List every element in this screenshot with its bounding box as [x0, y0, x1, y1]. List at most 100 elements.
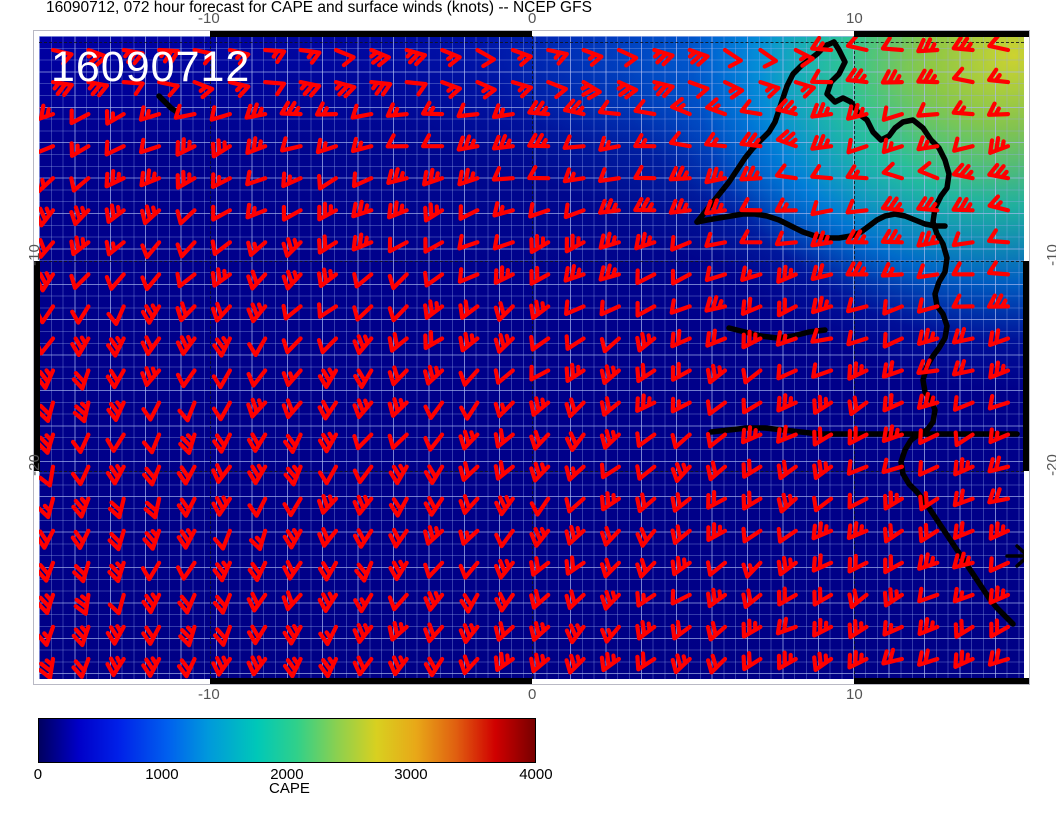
- graticule-lon-m10: [210, 36, 211, 679]
- wind-barb: [881, 105, 904, 122]
- wind-barb: [812, 394, 834, 415]
- wind-barb: [917, 161, 940, 181]
- wind-barb: [741, 588, 763, 609]
- wind-barb: [318, 624, 339, 647]
- wind-barb: [793, 47, 815, 68]
- axis-tick-bottom-0: 0: [528, 686, 537, 703]
- wind-barb: [776, 424, 798, 444]
- wind-barb: [704, 265, 728, 283]
- wind-barb: [668, 198, 692, 215]
- wind-barb: [317, 234, 339, 255]
- wind-barb: [951, 359, 975, 377]
- wind-barb: [39, 560, 56, 583]
- wind-barb: [107, 528, 126, 552]
- colorbar-label: CAPE: [269, 780, 310, 797]
- wind-barb: [493, 621, 515, 642]
- wind-barb: [635, 620, 657, 641]
- wind-barb: [882, 620, 904, 637]
- wind-barb: [881, 360, 904, 379]
- wind-barb: [741, 490, 763, 511]
- wind-barb: [600, 624, 621, 644]
- wind-barb: [776, 555, 798, 577]
- wind-barb: [987, 394, 1011, 411]
- wind-barb: [423, 591, 445, 612]
- wind-barb: [847, 395, 869, 416]
- wind-barb: [71, 624, 91, 648]
- wind-barb: [529, 265, 551, 286]
- wind-barb: [281, 590, 303, 612]
- wind-barb: [227, 80, 251, 98]
- wind-barb: [404, 47, 428, 67]
- wind-barb: [211, 368, 232, 390]
- wind-barb: [741, 329, 763, 350]
- wind-barb: [282, 656, 303, 679]
- wind-barb: [350, 103, 374, 120]
- wind-barb: [246, 302, 268, 324]
- wind-barb: [458, 368, 480, 387]
- wind-barb: [352, 272, 374, 289]
- wind-barb: [705, 620, 728, 642]
- wind-barb: [457, 167, 480, 187]
- wind-barb: [599, 336, 621, 354]
- wind-barb: [106, 304, 126, 326]
- wind-barb: [491, 166, 515, 182]
- wind-barb: [192, 80, 215, 100]
- wind-barb: [246, 591, 268, 613]
- wind-barb: [177, 592, 197, 615]
- wind-barb: [140, 335, 162, 356]
- wind-barb: [706, 490, 728, 510]
- wind-barb: [706, 653, 728, 675]
- wind-barb: [457, 233, 480, 251]
- wind-barb: [882, 331, 904, 349]
- wind-barb: [314, 101, 339, 117]
- wind-barb: [388, 496, 409, 518]
- wind-barb: [423, 496, 445, 517]
- wind-barb: [563, 264, 586, 283]
- wind-barb: [880, 262, 904, 278]
- wind-barb: [281, 398, 303, 420]
- wind-barb: [86, 80, 110, 98]
- wind-barb: [491, 133, 515, 151]
- wind-barb: [988, 585, 1011, 605]
- wind-barb: [918, 522, 940, 544]
- wind-barb: [635, 492, 657, 514]
- wind-barb: [845, 261, 869, 277]
- wind-barb: [917, 586, 940, 604]
- wind-barb: [458, 654, 480, 676]
- wind-barb: [740, 296, 763, 316]
- wind-barb: [139, 168, 162, 188]
- wind-barb: [423, 560, 445, 579]
- wind-barb: [282, 496, 303, 518]
- wind-barb: [705, 399, 728, 416]
- wind-barb: [564, 233, 586, 254]
- wind-barb: [388, 527, 409, 549]
- wind-barb: [739, 229, 763, 245]
- wind-barb: [70, 528, 91, 550]
- wind-barb: [846, 459, 869, 476]
- wind-barb: [50, 47, 74, 66]
- wind-barb: [704, 198, 728, 216]
- wind-barb: [564, 464, 586, 482]
- map-vectors: [39, 36, 1024, 679]
- wind-barb: [705, 328, 728, 348]
- wind-barb: [704, 166, 728, 185]
- wind-barb: [987, 260, 1011, 277]
- cape-colorbar: [38, 718, 536, 763]
- wind-barb: [142, 528, 162, 551]
- wind-barb: [351, 199, 374, 219]
- frame-bar-left-a: [34, 261, 40, 471]
- wind-barb: [458, 560, 480, 580]
- wind-barb: [283, 464, 303, 487]
- wind-barb: [211, 204, 232, 222]
- wind-barb: [564, 589, 586, 611]
- wind-barb: [564, 397, 586, 419]
- wind-barb: [987, 228, 1011, 245]
- wind-barb: [563, 202, 586, 220]
- wind-barb: [39, 271, 56, 293]
- graticule-lon-10: [854, 36, 855, 679]
- wind-barb: [529, 526, 551, 548]
- wind-barb: [211, 495, 232, 517]
- wind-barb: [633, 197, 657, 213]
- wind-barb: [352, 623, 374, 644]
- wind-barb: [916, 68, 940, 85]
